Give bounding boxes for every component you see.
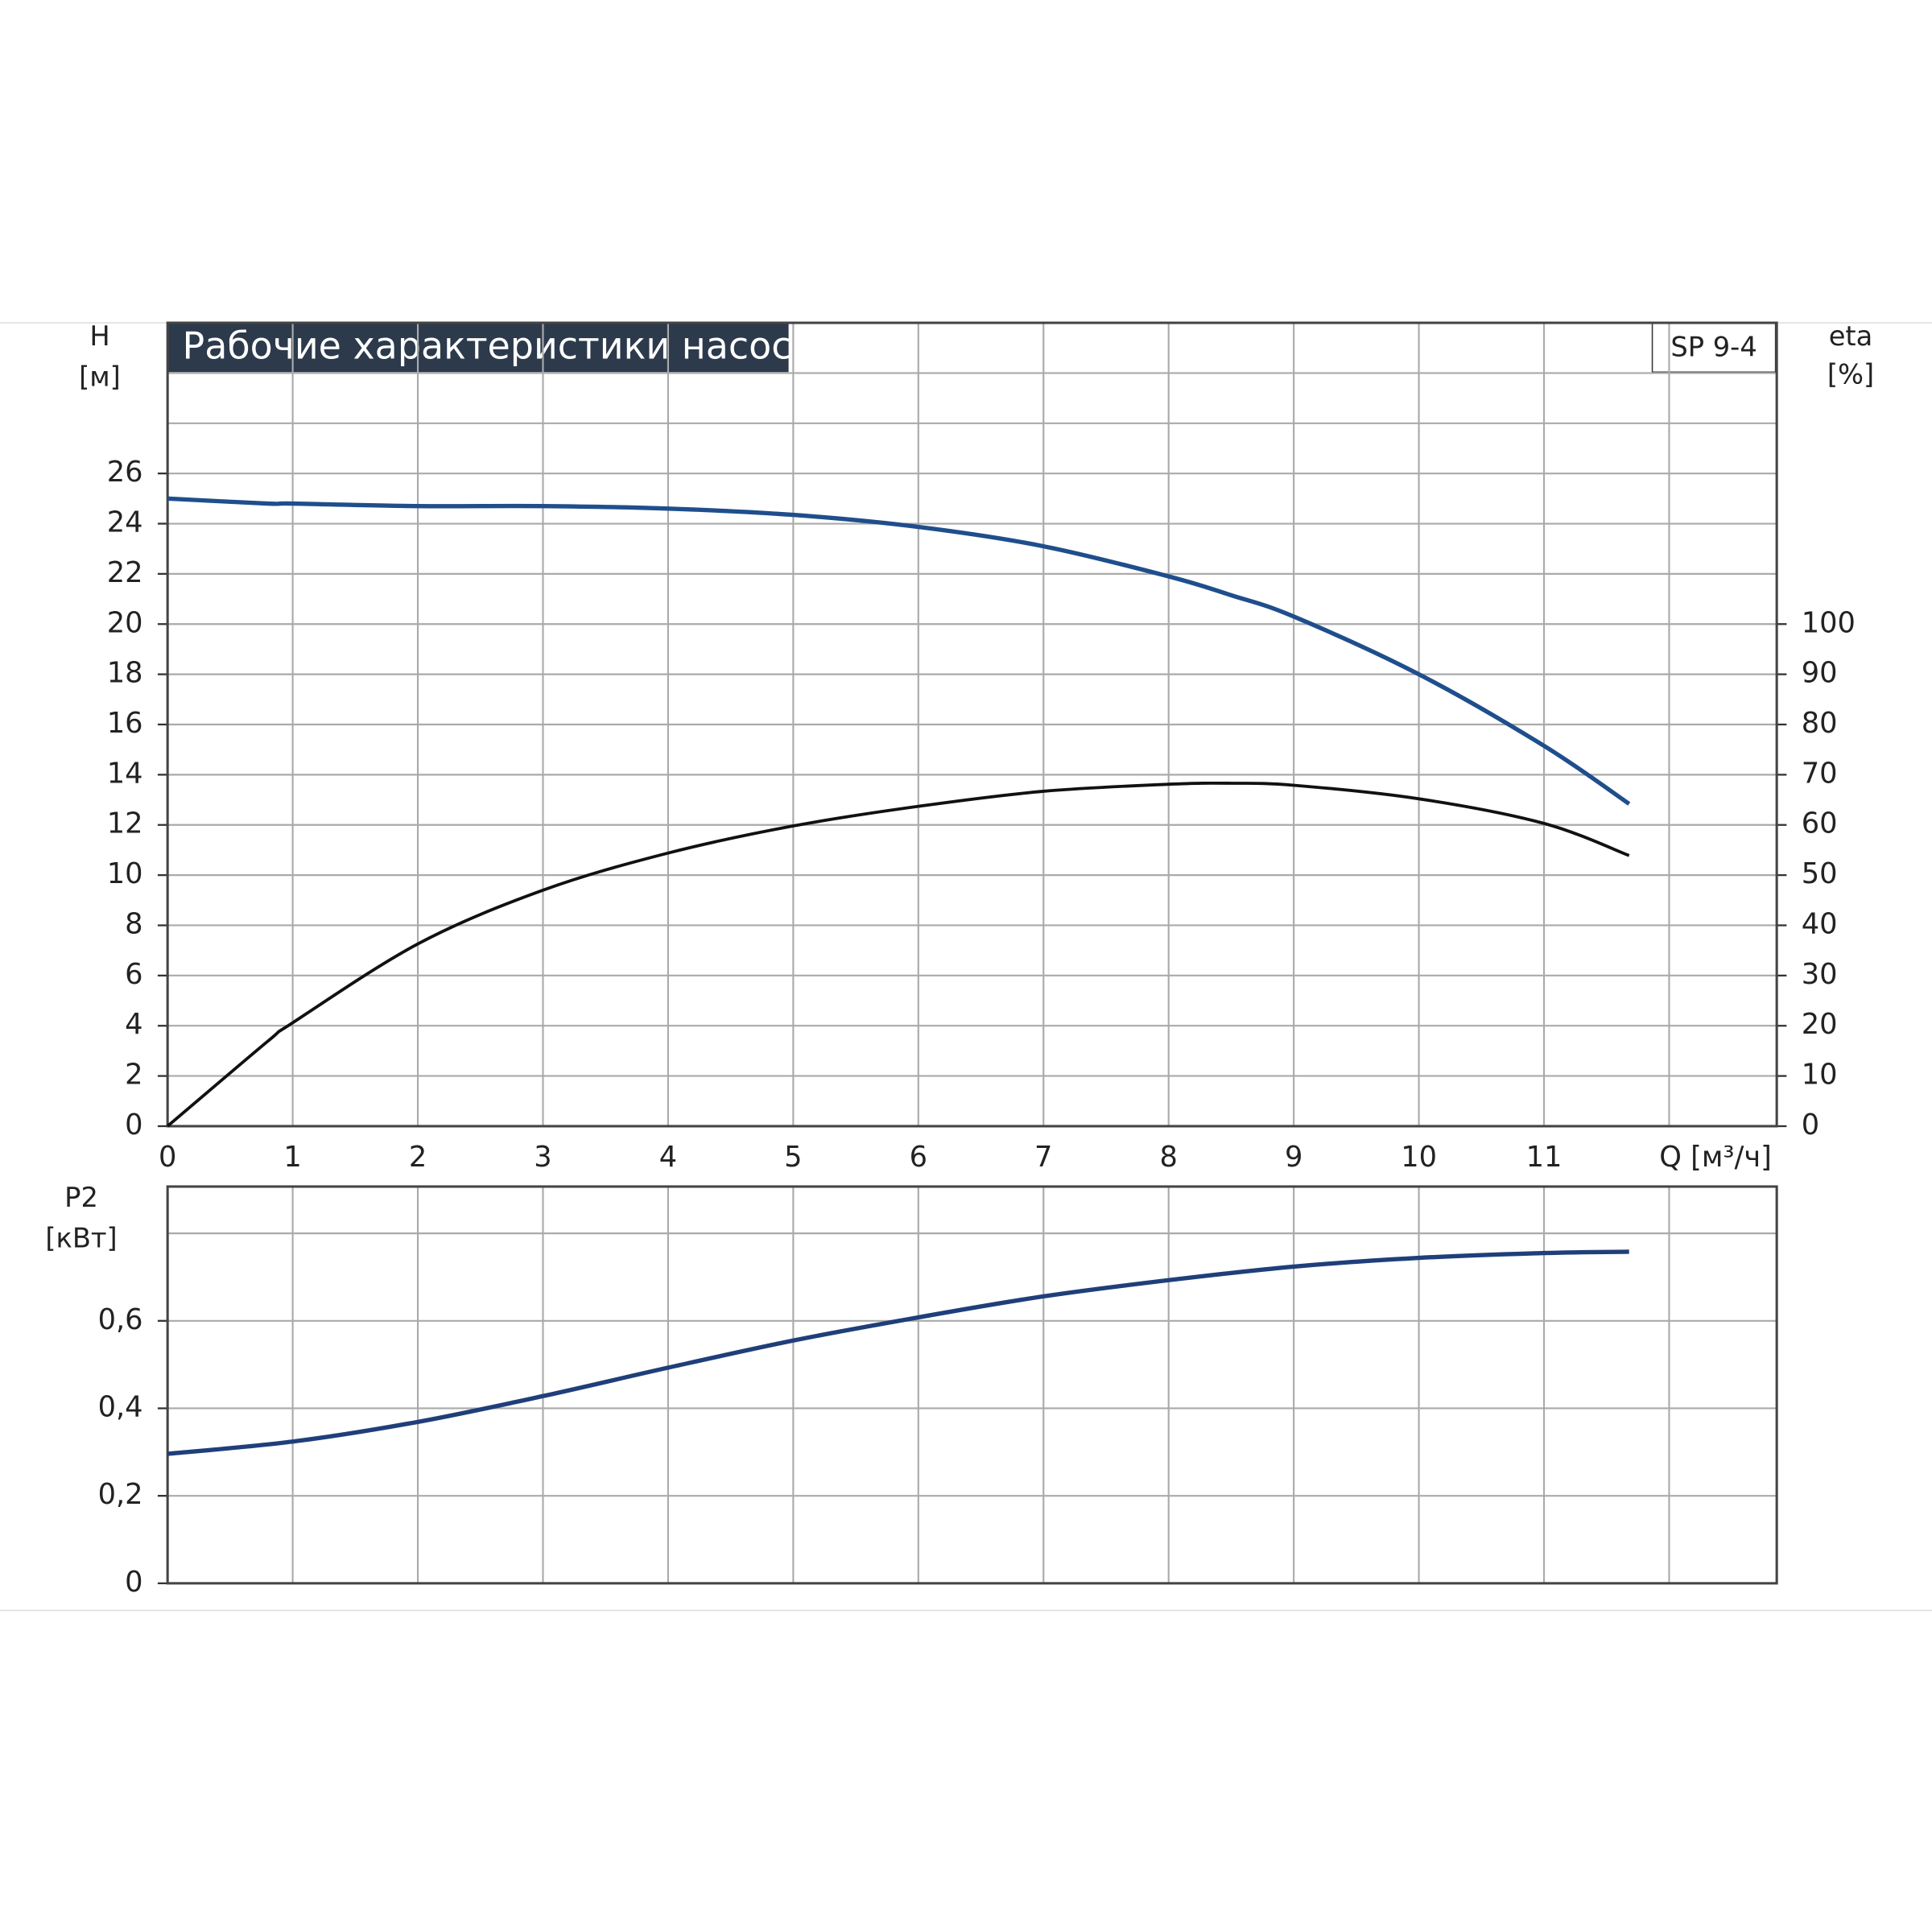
plots: 0 1 2 3 4 5 6 7 8 9 10 11 Q [м³/ч]024681012141618202… — [98, 321, 1856, 1599]
y2-tick-label: 100 — [1802, 606, 1856, 639]
x-tick-label: 5 — [784, 1141, 802, 1174]
x-tick-label: 7 — [1034, 1141, 1052, 1174]
plot-frame — [166, 1185, 1778, 1585]
y-tick-label: 0,2 — [98, 1478, 143, 1511]
y-tick-label: 0,6 — [98, 1303, 143, 1336]
y-tick-label: 16 — [107, 707, 143, 740]
chart-title: Рабочие характеристики насоса — [183, 324, 815, 368]
y2-tick-label: 50 — [1802, 857, 1838, 890]
y-axis-label: H — [89, 320, 109, 352]
x-tick-label: 0 — [159, 1141, 176, 1174]
y-axis-label: P2 — [64, 1182, 98, 1213]
y-tick-label: 8 — [125, 907, 142, 940]
y-tick-label: 0,4 — [98, 1390, 143, 1423]
y-axis-unit: [м] — [79, 361, 121, 392]
model-label: SP 9-4 — [1670, 332, 1757, 363]
y-tick-label: 22 — [107, 556, 143, 589]
title-box — [167, 323, 789, 373]
y-tick-label: 6 — [125, 958, 142, 991]
x-tick-label: Q [м³/ч] — [1659, 1141, 1772, 1174]
x-tick-label: 6 — [910, 1141, 927, 1174]
x-tick-label: 9 — [1285, 1141, 1302, 1174]
y2-tick-label: 20 — [1802, 1008, 1838, 1041]
y2-tick-label: 10 — [1802, 1059, 1838, 1092]
y-tick-label: 26 — [107, 456, 143, 489]
plot-frame — [166, 321, 1778, 1128]
model-box — [1651, 322, 1777, 374]
series-line — [166, 781, 1630, 1128]
y-tick-label: 0 — [125, 1566, 142, 1599]
y2-tick-label: 0 — [1802, 1108, 1819, 1141]
x-tick-label: 4 — [659, 1141, 677, 1174]
x-tick-label: 8 — [1160, 1141, 1178, 1174]
y-tick-label: 4 — [125, 1008, 142, 1041]
y2-tick-label: 60 — [1802, 807, 1838, 840]
series-line — [167, 496, 1631, 806]
y-tick-label: 24 — [107, 506, 143, 539]
y2-tick-label: 90 — [1802, 657, 1838, 690]
y-tick-label: 12 — [107, 807, 143, 840]
y2-tick-label: 70 — [1802, 757, 1838, 790]
y2-axis-label: eta — [1829, 320, 1873, 352]
y-tick-label: 10 — [107, 857, 143, 890]
y2-tick-label: 80 — [1802, 707, 1838, 740]
y-tick-label: 14 — [107, 757, 143, 790]
x-tick-label: 3 — [534, 1141, 551, 1174]
x-tick-label: 10 — [1401, 1141, 1437, 1174]
y-axis-unit: [кВт] — [45, 1222, 117, 1253]
y2-tick-label: 30 — [1802, 958, 1838, 991]
x-tick-label: 11 — [1526, 1141, 1563, 1174]
y2-axis-unit: [%] — [1827, 358, 1874, 390]
x-tick-label: 2 — [409, 1141, 427, 1174]
y2-tick-label: 40 — [1802, 907, 1838, 940]
series-line — [167, 1249, 1629, 1456]
y-tick-label: 2 — [125, 1059, 142, 1092]
y-tick-label: 18 — [107, 657, 143, 690]
y-tick-label: 0 — [125, 1108, 142, 1141]
y-tick-label: 20 — [107, 606, 143, 639]
x-tick-label: 1 — [283, 1141, 301, 1174]
